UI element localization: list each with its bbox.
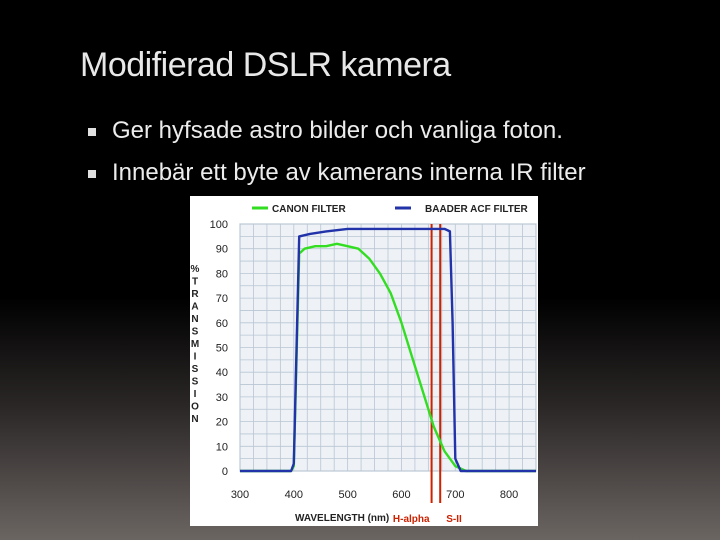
y-tick-label: 100 — [210, 219, 228, 231]
x-axis-label: WAVELENGTH (nm) — [295, 513, 389, 524]
y-axis-label-letter: S — [192, 327, 199, 338]
y-tick-label: 80 — [216, 268, 228, 280]
y-tick-label: 10 — [216, 441, 228, 453]
bullet-item: Innebär ett byte av kamerans interna IR … — [88, 152, 586, 194]
bullet-text: Ger hyfsade astro bilder och vanliga fot… — [112, 117, 563, 144]
x-tick-label: 800 — [500, 489, 518, 501]
bullet-item: Ger hyfsade astro bilder och vanliga fot… — [88, 110, 586, 152]
y-axis-label-letter: S — [192, 364, 199, 375]
y-tick-label: 90 — [216, 244, 228, 256]
legend-label: BAADER ACF FILTER — [425, 204, 529, 215]
bullet-square-icon — [88, 170, 96, 178]
y-tick-label: 30 — [216, 392, 228, 404]
y-axis-label-letter: M — [191, 339, 199, 350]
y-axis-label-letter: T — [192, 277, 198, 288]
y-tick-label: 70 — [216, 293, 228, 305]
y-axis-label-letter: N — [191, 314, 198, 325]
transmission-chart: 0 10 20 30 40 50 60 70 80 90 100 300 400 500 600 700 800… — [190, 196, 538, 526]
y-tick-label: 0 — [222, 466, 228, 478]
y-axis-label-letter: I — [194, 352, 197, 363]
bullet-list: Ger hyfsade astro bilder och vanliga fot… — [88, 110, 586, 194]
bullet-square-icon — [88, 128, 96, 136]
slide-title: Modifierad DSLR kamera — [80, 46, 451, 84]
y-axis-label-letter: S — [192, 377, 199, 388]
y-axis-label-letter: % — [191, 264, 200, 275]
y-axis-label-letter: A — [191, 302, 198, 313]
y-axis-label-letter: I — [194, 389, 197, 400]
chart-svg: 0 10 20 30 40 50 60 70 80 90 100 300 400 500 600 700 800… — [191, 204, 537, 525]
y-axis-label-letter: O — [191, 402, 199, 413]
bullet-text: Innebär ett byte av kamerans interna IR … — [112, 159, 586, 186]
x-tick-label: 600 — [392, 489, 410, 501]
y-tick-label: 40 — [216, 367, 228, 379]
y-tick-label: 20 — [216, 417, 228, 429]
y-axis-label-letter: R — [191, 289, 199, 300]
y-tick-label: 60 — [216, 318, 228, 330]
y-axis-label-letter: N — [191, 414, 198, 425]
x-tick-label: 300 — [231, 489, 249, 501]
legend-label: CANON FILTER — [272, 204, 346, 215]
marker-label: S-II — [446, 514, 462, 525]
series-line-baader-acf-filter — [240, 227, 536, 473]
y-tick-label: 50 — [216, 343, 228, 355]
series-line-canon-filter — [240, 242, 536, 473]
marker-label: H-alpha — [393, 514, 430, 525]
x-tick-label: 400 — [285, 489, 303, 501]
x-tick-label: 500 — [338, 489, 356, 501]
x-tick-label: 700 — [446, 489, 464, 501]
